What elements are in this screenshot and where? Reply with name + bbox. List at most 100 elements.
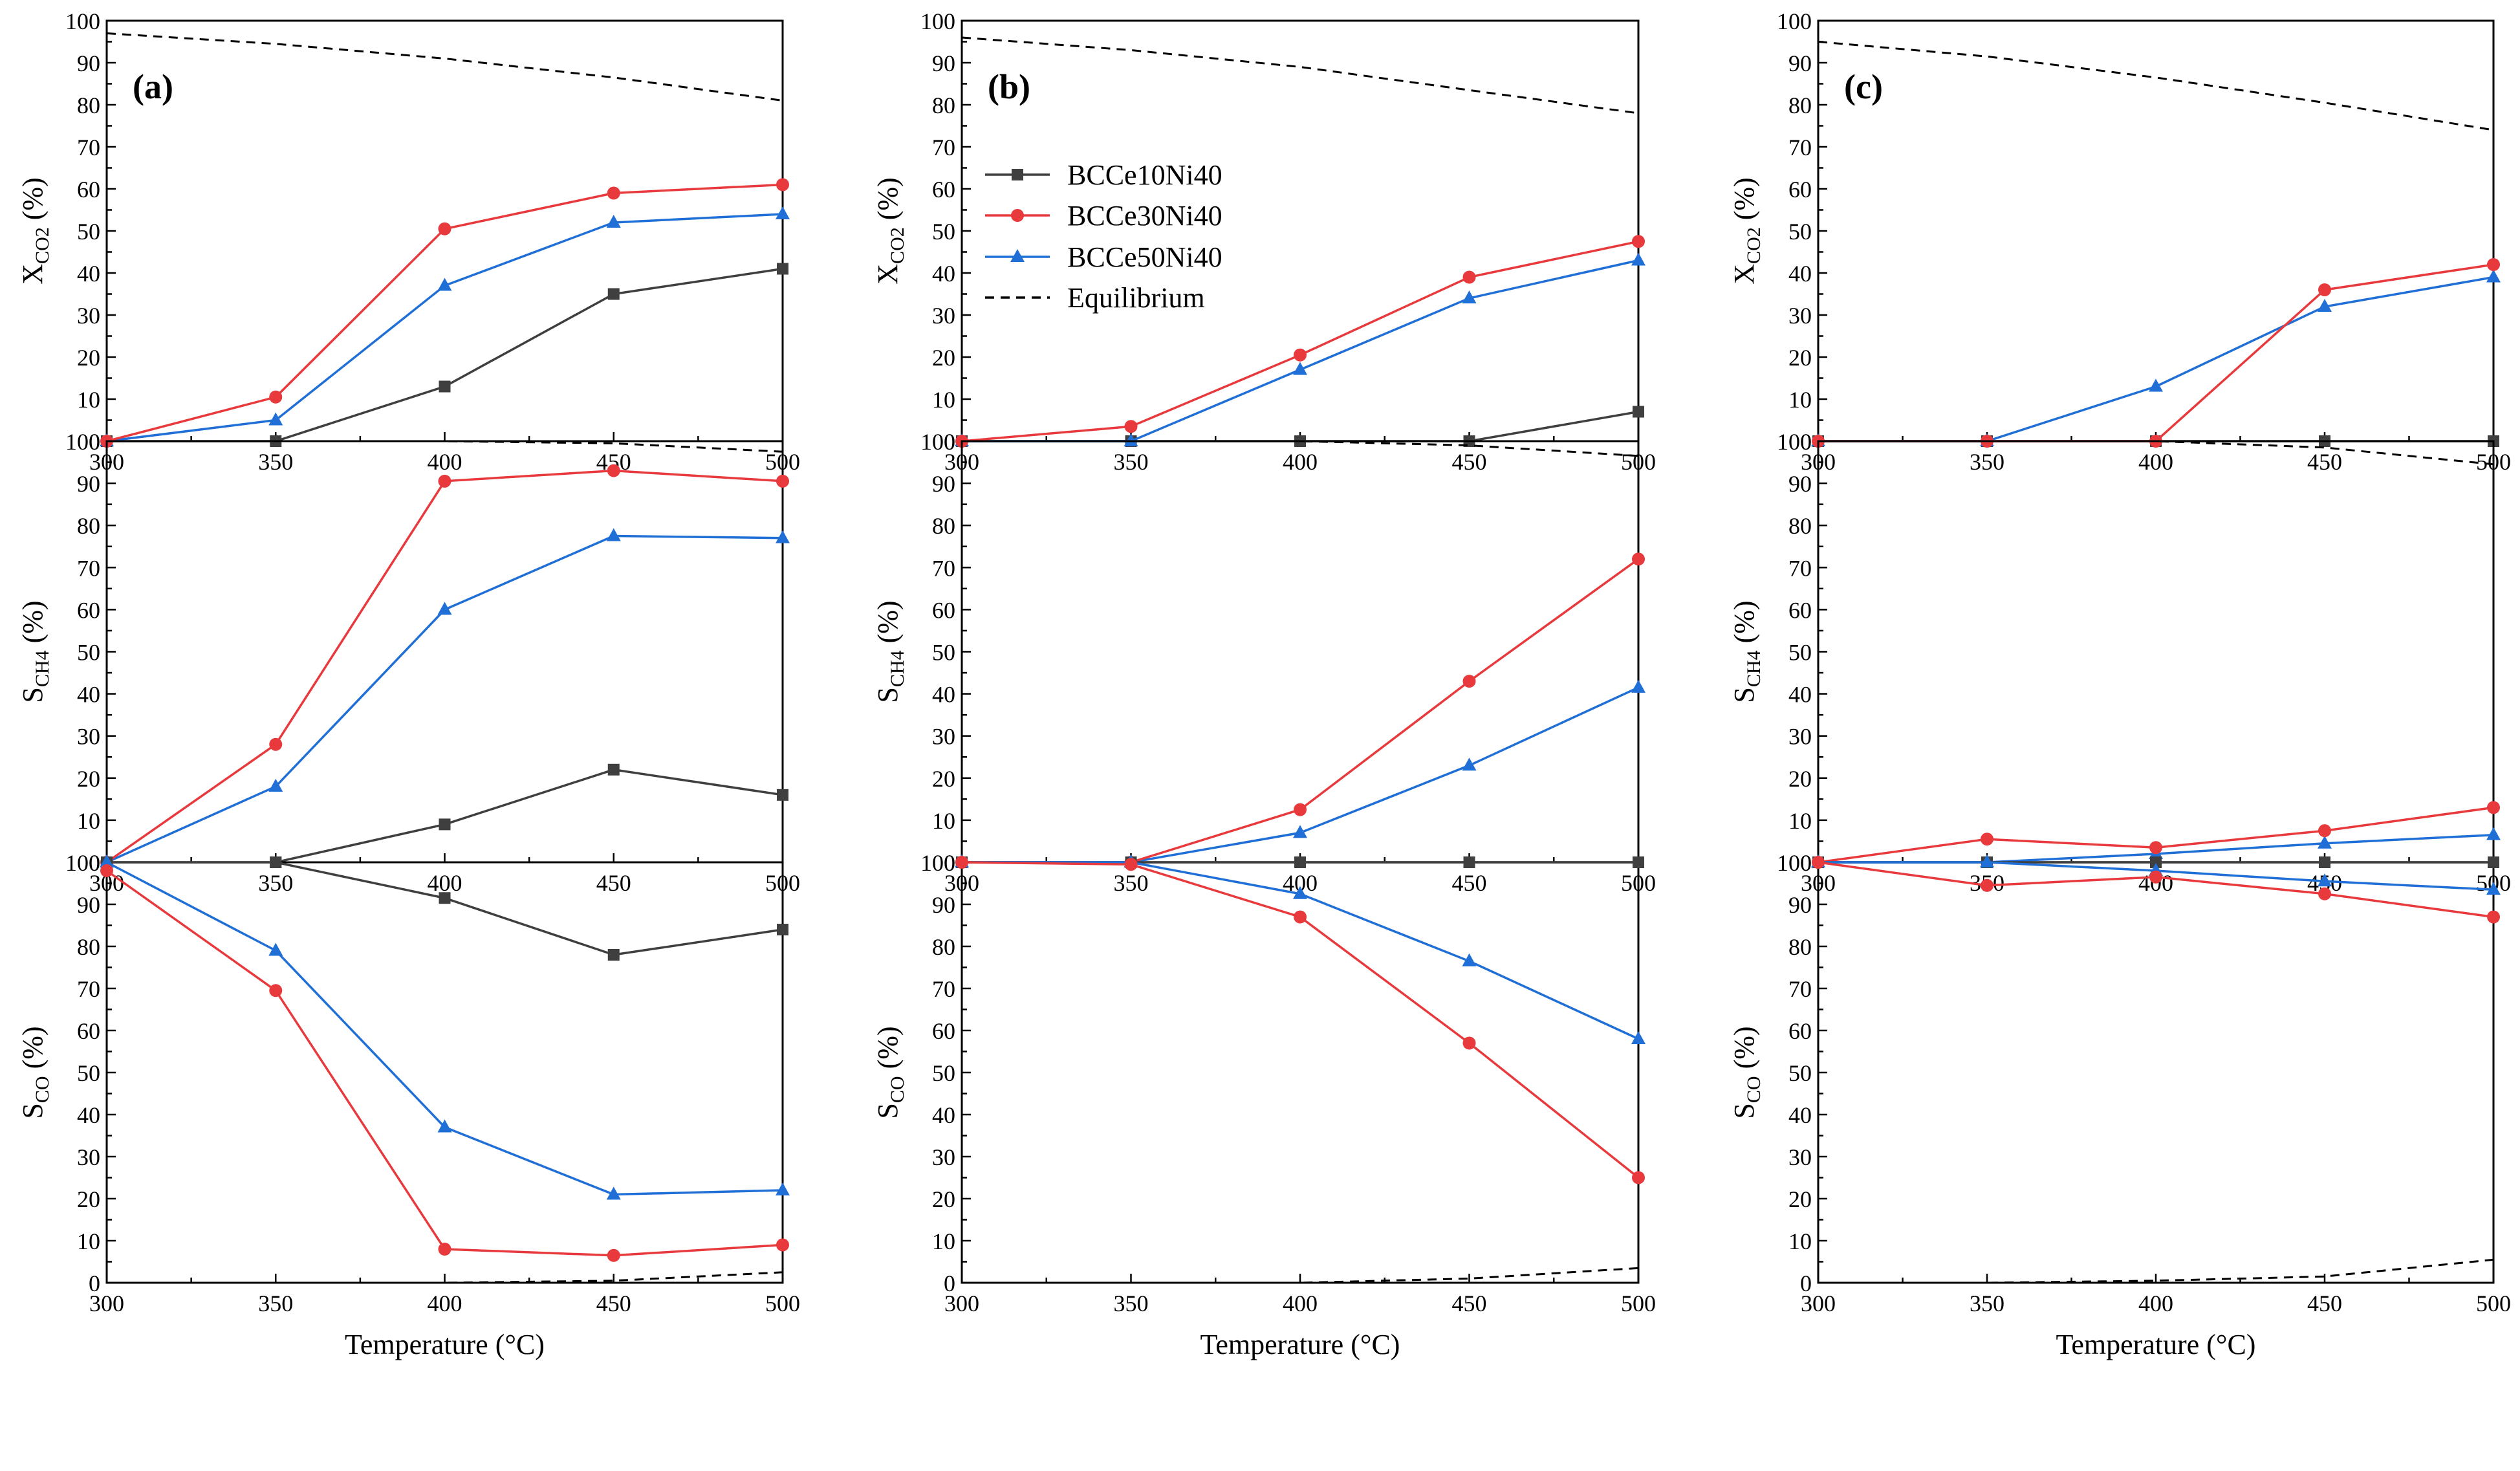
- plot-frame: [1817, 19, 2495, 442]
- y-tick-label: 80: [932, 93, 955, 118]
- y-tick-label: 50: [77, 1060, 100, 1086]
- data-point-s50: [1631, 252, 1646, 266]
- y-tick-label: 40: [77, 682, 100, 708]
- y-tick-label: 70: [1788, 976, 1812, 1002]
- y-tick-label: 100: [1777, 8, 1812, 34]
- data-point-s10: [607, 949, 620, 961]
- y-tick-label: 40: [932, 1102, 955, 1128]
- y-tick-label: 100: [65, 8, 100, 34]
- y-tick-label: 90: [77, 892, 100, 918]
- y-tick-label: 60: [1788, 1018, 1812, 1044]
- y-tick-label: 30: [77, 724, 100, 750]
- chart-panel-6: 0102030405060708090100300350400450500SCH…: [1728, 429, 2511, 896]
- y-tick-label: 0: [1800, 1270, 1812, 1296]
- y-axis-label-main: X: [1728, 264, 1760, 285]
- data-point-s10: [777, 789, 788, 801]
- data-point-s30: [607, 464, 620, 477]
- x-tick-label: 350: [258, 870, 293, 896]
- data-point-s30: [1462, 270, 1476, 284]
- data-point-s50: [437, 278, 452, 291]
- x-tick-label: 400: [2138, 449, 2173, 475]
- data-point-s50: [776, 530, 790, 543]
- data-point-s50: [437, 1119, 452, 1133]
- data-point-s30: [1632, 235, 1645, 248]
- series-line-s30: [961, 240, 1639, 442]
- y-axis-label-subscript: CH4: [887, 650, 908, 687]
- y-tick-label: 30: [77, 303, 100, 329]
- data-point-s30: [1124, 420, 1138, 433]
- y-axis-label-subscript: CO2: [32, 227, 53, 264]
- y-tick-label: 10: [1788, 808, 1812, 834]
- y-tick-label: 40: [77, 1102, 100, 1128]
- data-point-s10: [1294, 856, 1306, 868]
- y-tick-label: 80: [77, 93, 100, 118]
- x-tick-label: 350: [1114, 1291, 1149, 1316]
- data-point-s30: [776, 474, 789, 488]
- y-tick-label: 80: [932, 513, 955, 539]
- y-tick-label: 100: [1777, 429, 1812, 455]
- data-point-s30: [607, 1248, 620, 1262]
- series-line-s30: [961, 861, 1640, 1179]
- data-point-s30: [776, 1238, 789, 1252]
- y-tick-label: 40: [1788, 261, 1812, 287]
- x-tick-label: 450: [596, 870, 631, 896]
- data-point-s30: [1812, 856, 1825, 869]
- data-point-s30: [1632, 1171, 1645, 1184]
- panel-label: (c): [1844, 67, 1883, 106]
- series-line-s30: [1818, 263, 2494, 442]
- data-point-s10: [439, 380, 451, 393]
- data-point-s10: [2150, 856, 2162, 868]
- y-tick-label: 80: [1788, 93, 1812, 118]
- x-tick-label: 400: [428, 449, 462, 475]
- data-point-s10: [777, 924, 788, 935]
- data-point-s30: [2487, 801, 2500, 814]
- x-tick-label: 400: [428, 870, 462, 896]
- series-line-eq: [962, 440, 1639, 457]
- y-axis-label: SCO (%): [872, 1026, 908, 1118]
- y-tick-label: 100: [920, 429, 955, 455]
- y-tick-label: 10: [1788, 387, 1812, 413]
- y-axis-label: SCH4 (%): [17, 600, 53, 703]
- series-line-s50: [106, 861, 783, 1196]
- y-tick-label: 50: [1788, 1060, 1812, 1086]
- data-point-s50: [1293, 825, 1307, 838]
- x-tick-label: 450: [1452, 1291, 1487, 1316]
- x-tick-label: 400: [2138, 1291, 2173, 1316]
- y-axis-label-main: S: [872, 1103, 904, 1118]
- data-point-s50: [2486, 882, 2501, 895]
- data-point-s50: [2318, 299, 2332, 312]
- x-tick-label: 500: [765, 1291, 800, 1316]
- data-point-s30: [776, 178, 789, 191]
- y-tick-label: 100: [65, 850, 100, 876]
- data-point-s50: [268, 943, 283, 956]
- y-axis-label-subscript: CH4: [1743, 650, 1765, 687]
- y-tick-label: 60: [77, 1018, 100, 1044]
- legend-label-s10: BCCe10Ni40: [1067, 159, 1222, 191]
- chart-panel-9: 0 10 20 30 40 50 60 70 80 90 100 300 350 400 450 500 SCO…: [1728, 850, 2511, 1360]
- y-tick-label: 0: [89, 1270, 100, 1296]
- y-tick-label: 70: [932, 976, 955, 1002]
- y-tick-label: 10: [932, 387, 955, 413]
- y-axis-label: XCO2 (%): [17, 177, 53, 284]
- x-tick-label: 450: [1452, 870, 1487, 896]
- data-point-s30: [955, 856, 968, 869]
- y-tick-label: 100: [1777, 850, 1812, 876]
- data-point-s50: [2486, 827, 2501, 840]
- x-tick-label: 400: [1283, 1291, 1318, 1316]
- x-tick-label: 350: [1970, 1291, 2004, 1316]
- y-tick-label: 20: [77, 1186, 100, 1212]
- series-line-eq: [1818, 1258, 2494, 1284]
- data-point-s30: [607, 186, 620, 200]
- y-tick-label: 70: [77, 135, 100, 160]
- y-tick-label: 90: [932, 892, 955, 918]
- y-tick-label: 30: [77, 1144, 100, 1170]
- x-tick-label: 450: [2307, 449, 2342, 475]
- x-tick-label: 300: [944, 1291, 979, 1316]
- data-point-s50: [268, 778, 283, 792]
- y-axis-label-main: S: [1728, 687, 1760, 703]
- y-axis-label-unit: (%): [872, 1026, 904, 1076]
